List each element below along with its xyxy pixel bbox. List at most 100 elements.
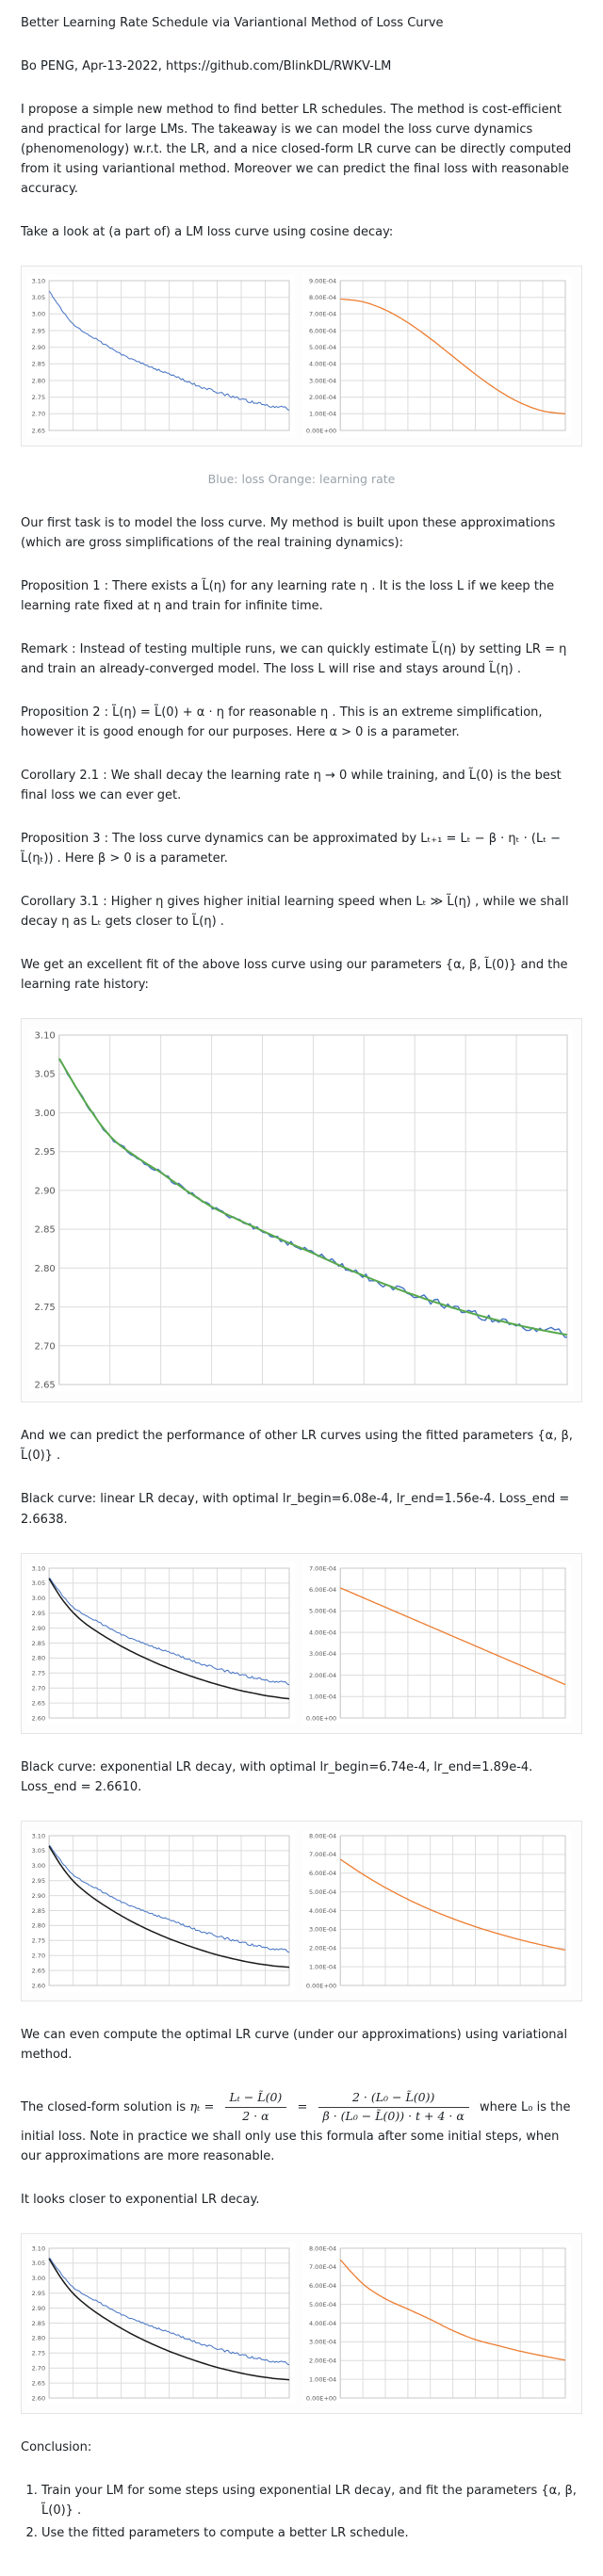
svg-text:2.60: 2.60: [32, 1714, 45, 1722]
paragraph-intro: I propose a simple new method to find be…: [21, 103, 572, 197]
svg-text:2.70: 2.70: [32, 1952, 45, 1959]
paragraph-compute: We can even compute the optimal LR curve…: [21, 2027, 568, 2062]
svg-text:1.00E-04: 1.00E-04: [309, 2375, 336, 2383]
paragraph-black-exponential: Black curve: exponential LR decay, with …: [21, 1759, 533, 1794]
svg-text:2.90: 2.90: [35, 1187, 56, 1197]
svg-text:5.00E-04: 5.00E-04: [309, 344, 336, 351]
svg-text:2.95: 2.95: [32, 328, 45, 335]
svg-text:2.00E-04: 2.00E-04: [309, 2357, 336, 2364]
fraction-1-numerator: Lₜ − L̃(0): [224, 2090, 287, 2108]
svg-text:2.85: 2.85: [32, 1906, 45, 1914]
svg-text:0.00E+00: 0.00E+00: [306, 428, 336, 435]
chart-loss-cosine: 3.10 3.05 3.00 2.95 2.90 2.85 2.80 2.75 2.70 2.65: [26, 275, 295, 438]
svg-text:2.80: 2.80: [32, 378, 45, 385]
svg-text:4.00E-04: 4.00E-04: [309, 361, 336, 368]
svg-text:2.60: 2.60: [32, 2394, 45, 2402]
chart-lr-variational: 8.00E-04 7.00E-04 6.00E-04 5.00E-04 4.00E-04…: [302, 2242, 571, 2405]
svg-text:2.70: 2.70: [35, 1342, 56, 1353]
svg-text:4.00E-04: 4.00E-04: [309, 1628, 336, 1636]
chart-loss-variational: 3.10 3.05 3.00 2.95 2.90 2.85 2.80 2.75 2.70 2.65…: [26, 2242, 295, 2405]
paragraph-first-task: Our first task is to model the loss curv…: [21, 515, 556, 550]
svg-text:2.65: 2.65: [32, 1967, 45, 1974]
svg-text:3.00: 3.00: [32, 311, 45, 318]
figure-variational-pair: 3.10 3.05 3.00 2.95 2.90 2.85 2.80 2.75 2.70 2.65…: [21, 2232, 582, 2414]
svg-text:7.00E-04: 7.00E-04: [309, 2263, 336, 2271]
paragraph-closed-form: The closed-form solution is ηₜ = Lₜ − L̃…: [21, 2088, 582, 2166]
closed-form-lhs: ηₜ =: [189, 2099, 215, 2114]
svg-text:1.00E-04: 1.00E-04: [309, 1693, 336, 1700]
svg-text:5.00E-04: 5.00E-04: [309, 1607, 336, 1614]
svg-text:3.00E-04: 3.00E-04: [309, 1925, 336, 1933]
svg-text:2.65: 2.65: [32, 428, 45, 435]
conclusion-item-2: Use the fitted parameters to compute a b…: [41, 2523, 582, 2543]
svg-text:3.00: 3.00: [32, 1862, 45, 1870]
svg-text:9.00E-04: 9.00E-04: [309, 278, 336, 285]
svg-text:2.90: 2.90: [32, 344, 45, 351]
svg-text:5.00E-04: 5.00E-04: [309, 1888, 336, 1896]
svg-text:1.00E-04: 1.00E-04: [309, 1963, 336, 1970]
chart-lr-cosine: 9.00E-04 8.00E-04 7.00E-04 6.00E-04 5.00E-04…: [302, 275, 571, 438]
paragraph-conclusion-title: Conclusion:: [21, 2439, 92, 2454]
closed-form-equals: =: [297, 2099, 308, 2114]
svg-text:2.00E-04: 2.00E-04: [309, 1944, 336, 1952]
paragraph-black-linear: Black curve: linear LR decay, with optim…: [21, 1492, 570, 1527]
svg-text:1.00E-04: 1.00E-04: [309, 411, 336, 418]
closed-form-fraction-1: Lₜ − L̃(0) 2 · α: [224, 2090, 287, 2125]
svg-text:2.75: 2.75: [32, 2349, 45, 2357]
svg-text:2.00E-04: 2.00E-04: [309, 394, 336, 401]
svg-text:2.90: 2.90: [32, 1892, 45, 1900]
fraction-2-numerator: 2 · (L₀ − L̃(0)): [318, 2090, 469, 2108]
svg-text:2.70: 2.70: [32, 2364, 45, 2372]
svg-text:7.00E-04: 7.00E-04: [309, 311, 336, 318]
chart-lr-linear: 7.00E-04 6.00E-04 5.00E-04 4.00E-04 3.00E-04…: [302, 1562, 571, 1725]
svg-text:7.00E-04: 7.00E-04: [309, 1564, 336, 1572]
svg-text:2.75: 2.75: [32, 1936, 45, 1944]
closed-form-suffix: where L₀ is the initial loss. Note in pr…: [21, 2099, 571, 2163]
svg-text:2.00E-04: 2.00E-04: [309, 1671, 336, 1678]
paragraph-remark: Remark : Instead of testing multiple run…: [21, 641, 567, 676]
svg-text:0.00E+00: 0.00E+00: [306, 1982, 336, 1989]
svg-text:2.75: 2.75: [32, 1669, 45, 1677]
svg-text:2.90: 2.90: [32, 2305, 45, 2312]
svg-text:8.00E-04: 8.00E-04: [309, 1832, 336, 1839]
figure-cosine-pair: 3.10 3.05 3.00 2.95 2.90 2.85 2.80 2.75 2.70 2.65…: [21, 266, 582, 447]
svg-text:3.05: 3.05: [32, 1580, 45, 1587]
svg-text:2.70: 2.70: [32, 1684, 45, 1692]
paragraph-predict: And we can predict the performance of ot…: [21, 1429, 573, 1464]
conclusion-list: Train your LM for some steps using expon…: [21, 2481, 582, 2543]
svg-text:6.00E-04: 6.00E-04: [309, 2282, 336, 2290]
svg-text:2.85: 2.85: [32, 2319, 45, 2326]
svg-text:2.95: 2.95: [32, 1877, 45, 1885]
svg-text:4.00E-04: 4.00E-04: [309, 2319, 336, 2326]
svg-text:3.00: 3.00: [35, 1109, 56, 1119]
svg-text:2.80: 2.80: [32, 1654, 45, 1661]
paragraph-proposition-2: Proposition 2 : L̃(η) = L̃(0) + α · η fo…: [21, 705, 543, 739]
svg-text:2.85: 2.85: [32, 1639, 45, 1646]
svg-text:3.10: 3.10: [32, 2244, 45, 2252]
fraction-2-denominator: β · (L₀ − L̃(0)) · t + 4 · α: [322, 2108, 464, 2123]
figure-linear-pair: 3.10 3.05 3.00 2.95 2.90 2.85 2.80 2.75 2.70 2.65…: [21, 1552, 582, 1734]
svg-text:6.00E-04: 6.00E-04: [309, 1870, 336, 1877]
paragraph-fit: We get an excellent fit of the above los…: [21, 958, 568, 993]
svg-text:3.05: 3.05: [32, 1847, 45, 1855]
svg-text:2.60: 2.60: [32, 1982, 45, 1989]
page-title: Better Learning Rate Schedule via Varian…: [21, 16, 444, 30]
svg-text:3.10: 3.10: [32, 278, 45, 285]
figure-exponential-pair: 3.10 3.05 3.00 2.95 2.90 2.85 2.80 2.75 2.70 2.65…: [21, 1820, 582, 2001]
svg-text:6.00E-04: 6.00E-04: [309, 1586, 336, 1594]
paragraph-proposition-3: Proposition 3 : The loss curve dynamics …: [21, 832, 562, 867]
svg-text:3.00: 3.00: [32, 1595, 45, 1602]
svg-text:2.90: 2.90: [32, 1624, 45, 1631]
svg-text:4.00E-04: 4.00E-04: [309, 1906, 336, 1914]
svg-text:8.00E-04: 8.00E-04: [309, 294, 336, 301]
paragraph-corollary-3-1: Corollary 3.1 : Higher η gives higher in…: [21, 895, 569, 930]
svg-text:3.00E-04: 3.00E-04: [309, 2338, 336, 2345]
svg-text:0.00E+00: 0.00E+00: [306, 2394, 336, 2402]
svg-text:2.65: 2.65: [35, 1381, 56, 1391]
svg-text:3.00E-04: 3.00E-04: [309, 1650, 336, 1658]
svg-text:2.70: 2.70: [32, 411, 45, 418]
svg-text:8.00E-04: 8.00E-04: [309, 2244, 336, 2252]
paragraph-closer: It looks closer to exponential LR decay.: [21, 2192, 260, 2207]
svg-text:2.75: 2.75: [35, 1303, 56, 1313]
